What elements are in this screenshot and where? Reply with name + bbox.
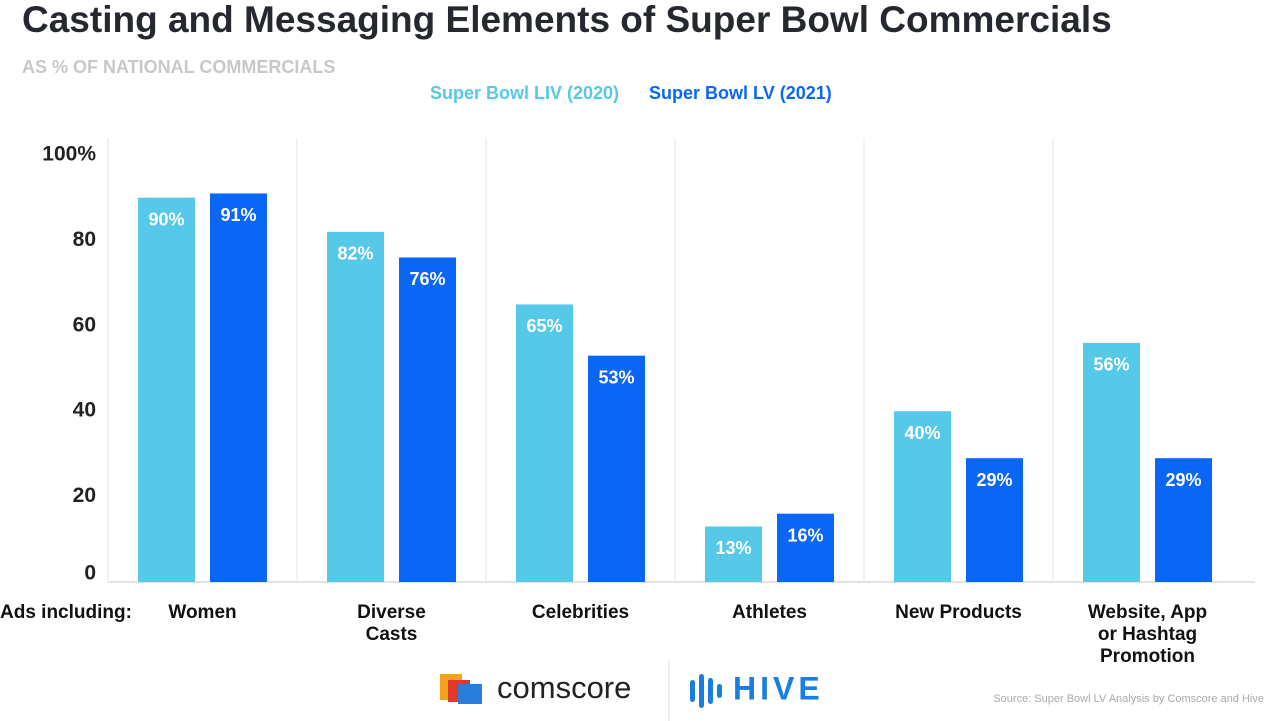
legend-label: Super Bowl LIV (2020): [430, 83, 619, 103]
y-tick-label: 20: [73, 484, 96, 507]
x-tick-label: Website, App or Hashtag Promotion: [1087, 602, 1208, 667]
bar: [705, 526, 762, 582]
x-axis-label: Ads including:: [0, 602, 132, 623]
data-label: 82%: [337, 244, 373, 264]
source-note: Source: Super Bowl LV Analysis by Comsco…: [993, 693, 1264, 705]
bar: [516, 304, 573, 582]
logo-shape: [717, 684, 722, 698]
x-tick-label: Athletes: [732, 602, 807, 623]
x-tick-label: Celebrities: [531, 602, 630, 623]
bar: [1083, 342, 1140, 582]
logo-text: comscore: [497, 670, 631, 705]
y-tick-label: 100%: [42, 143, 96, 166]
bar: [1155, 458, 1212, 582]
bar: [894, 411, 951, 582]
data-label: 13%: [715, 538, 751, 558]
y-tick-label: 80: [73, 228, 96, 251]
chart-title: Casting and Messaging Elements of Super …: [22, 0, 1112, 40]
data-label: 91%: [220, 205, 256, 225]
data-label: 76%: [409, 269, 445, 289]
comscore-logo: [440, 674, 482, 704]
legend-label: Super Bowl LV (2021): [649, 83, 832, 103]
x-tick-label: Women: [168, 602, 237, 623]
x-tick-label: Diverse Casts: [357, 602, 426, 645]
data-label: 90%: [148, 209, 184, 229]
y-tick-label: 40: [73, 399, 96, 422]
bar: [327, 231, 384, 583]
logo-text: HIVE: [733, 670, 824, 706]
x-tick-label: New Products: [895, 602, 1022, 623]
logo-shape: [690, 680, 695, 702]
logo-shape: [699, 674, 704, 708]
hive-logo: [690, 674, 722, 708]
data-label: 29%: [1165, 470, 1201, 490]
data-label: 56%: [1093, 355, 1129, 375]
y-tick-label: 0: [84, 562, 96, 585]
y-tick-label: 60: [73, 313, 96, 336]
chart-subtitle: AS % OF NATIONAL COMMERCIALS: [22, 57, 335, 77]
bar: [210, 193, 267, 582]
bar: [966, 458, 1023, 582]
bar: [399, 257, 456, 582]
data-label: 65%: [526, 316, 562, 336]
data-label: 53%: [598, 367, 634, 387]
data-label: 40%: [904, 423, 940, 443]
data-label: 29%: [976, 470, 1012, 490]
bar: [138, 197, 195, 582]
logo-shape: [708, 678, 713, 704]
logo-shape: [458, 684, 482, 704]
data-label: 16%: [787, 525, 823, 545]
bar: [588, 355, 645, 582]
bar: [777, 513, 834, 582]
